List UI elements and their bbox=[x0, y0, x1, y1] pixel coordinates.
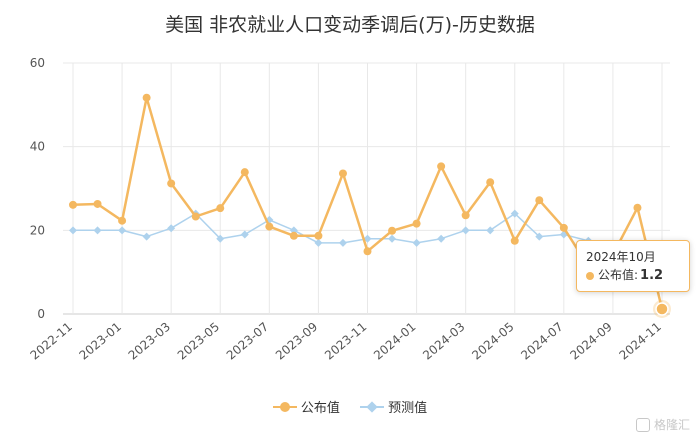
forecast-point bbox=[510, 209, 519, 218]
published-point bbox=[363, 247, 372, 256]
x-tick-label: 2023-07 bbox=[224, 320, 271, 363]
chart-legend: 公布值 预测值 bbox=[0, 397, 700, 418]
published-point bbox=[93, 199, 102, 208]
published-point bbox=[437, 162, 446, 171]
forecast-point bbox=[486, 226, 495, 235]
y-tick-label: 20 bbox=[30, 223, 45, 237]
forecast-point bbox=[216, 234, 225, 243]
forecast-point bbox=[167, 224, 176, 233]
published-point bbox=[461, 211, 470, 220]
legend-label-published: 公布值 bbox=[300, 401, 340, 416]
x-tick-label: 2024-07 bbox=[518, 320, 565, 363]
tooltip-row: 公布值: 1.2 bbox=[586, 266, 663, 283]
published-point bbox=[289, 231, 298, 240]
y-tick-label: 60 bbox=[30, 56, 45, 70]
published-point bbox=[388, 226, 397, 235]
legend-label-forecast: 预测值 bbox=[388, 401, 428, 416]
x-tick-label: 2024-09 bbox=[567, 320, 614, 363]
x-tick-label: 2024-05 bbox=[469, 320, 516, 363]
forecast-point bbox=[118, 226, 127, 235]
x-tick-label: 2024-01 bbox=[371, 320, 418, 363]
watermark-logo-icon bbox=[635, 417, 650, 432]
x-tick-label: 2024-03 bbox=[420, 320, 467, 363]
x-tick-label: 2023-03 bbox=[126, 320, 173, 363]
published-point bbox=[69, 200, 77, 209]
tooltip-value: 1.2 bbox=[640, 268, 664, 283]
published-point bbox=[142, 93, 151, 102]
data-tooltip: 2024年10月 公布值: 1.2 bbox=[576, 240, 690, 292]
watermark-text: 格隆汇 bbox=[653, 418, 690, 432]
x-tick-label: 2023-05 bbox=[175, 320, 222, 363]
forecast-point bbox=[388, 234, 397, 243]
published-point bbox=[633, 203, 642, 212]
forecast-point bbox=[535, 232, 544, 241]
forecast-point bbox=[461, 226, 470, 235]
published-point bbox=[216, 204, 225, 213]
highlighted-point bbox=[655, 302, 669, 316]
forecast-point bbox=[69, 226, 77, 235]
published-point bbox=[314, 231, 323, 240]
published-point bbox=[118, 216, 127, 225]
legend-item-forecast[interactable]: 预测值 bbox=[360, 397, 427, 416]
forecast-point bbox=[437, 234, 446, 243]
tooltip-series-label: 公布值: bbox=[598, 268, 639, 282]
x-tick-label: 2024-11 bbox=[617, 320, 664, 363]
legend-circle-marker bbox=[272, 400, 297, 414]
forecast-point bbox=[93, 226, 102, 235]
forecast-point bbox=[142, 232, 151, 241]
y-tick-label: 40 bbox=[30, 140, 45, 154]
x-tick-label: 2023-11 bbox=[322, 320, 369, 363]
legend-diamond-marker bbox=[360, 400, 385, 414]
chart-title: 美国 非农就业人口变动季调后(万)-历史数据 bbox=[165, 14, 535, 36]
forecast-point bbox=[314, 238, 323, 247]
y-tick-label: 0 bbox=[37, 307, 45, 321]
forecast-point bbox=[412, 238, 421, 247]
forecast-point bbox=[338, 238, 347, 247]
tooltip-date: 2024年10月 bbox=[586, 250, 656, 264]
published-point bbox=[167, 179, 176, 188]
published-point bbox=[412, 219, 421, 228]
forecast-point bbox=[363, 234, 372, 243]
published-point bbox=[535, 196, 544, 205]
published-point bbox=[338, 169, 347, 178]
legend-item-published[interactable]: 公布值 bbox=[272, 397, 340, 416]
published-point bbox=[510, 236, 519, 245]
published-point bbox=[559, 223, 568, 232]
published-point bbox=[265, 222, 274, 231]
published-point bbox=[191, 212, 200, 221]
watermark: 格隆汇 bbox=[635, 416, 690, 433]
x-tick-label: 2023-01 bbox=[77, 320, 124, 363]
tooltip-series-dot bbox=[586, 271, 594, 280]
published-point bbox=[486, 178, 495, 187]
published-point bbox=[240, 168, 249, 177]
x-tick-label: 2022-11 bbox=[28, 320, 75, 363]
x-tick-label: 2023-09 bbox=[273, 320, 320, 363]
forecast-point bbox=[240, 230, 249, 239]
